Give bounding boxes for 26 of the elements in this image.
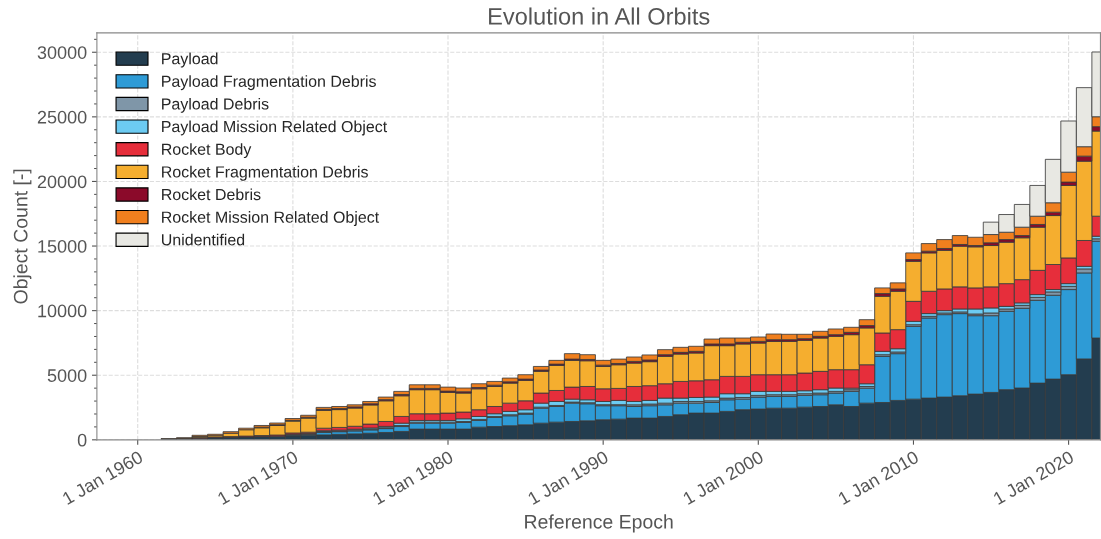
x-tick-label: 1 Jan 1990: [527, 450, 610, 506]
x-tick-label: 1 Jan 2000: [682, 450, 765, 506]
x-tick-label: 1 Jan 2020: [992, 450, 1075, 506]
y-tick-label: 30000: [37, 46, 87, 59]
legend-label: Payload Fragmentation Debris: [162, 75, 376, 91]
legend-label: Rocket Body: [162, 143, 252, 159]
x-axis-title: Reference Epoch: [525, 514, 673, 533]
x-tick-label: 1 Jan 1980: [372, 450, 455, 506]
legend-label: Payload: [162, 52, 218, 68]
legend-label: Rocket Fragmentation Debris: [162, 165, 368, 181]
y-tick-label: 0: [77, 433, 87, 447]
y-tick-label: 25000: [37, 110, 87, 124]
y-tick-label: 5000: [47, 369, 87, 382]
legend-label: Unidentified: [162, 233, 245, 246]
legend-label: Rocket Mission Related Object: [162, 211, 380, 226]
legend-label: Rocket Debris: [162, 188, 261, 201]
y-tick-label: 10000: [38, 304, 87, 318]
legend-label: Payload Mission Related Object: [162, 120, 388, 136]
y-tick-label: 15000: [38, 239, 87, 253]
x-tick-label: 1 Jan 1960: [61, 450, 144, 506]
y-tick-label: 20000: [37, 175, 87, 189]
x-tick-label: 1 Jan 2010: [837, 450, 920, 506]
y-axis-title: Object Count [-]: [13, 169, 32, 304]
x-tick-label: 1 Jan 1970: [216, 450, 299, 506]
chart-title: Evolution in All Orbits: [489, 7, 710, 25]
legend-label: Payload Debris: [162, 97, 269, 113]
